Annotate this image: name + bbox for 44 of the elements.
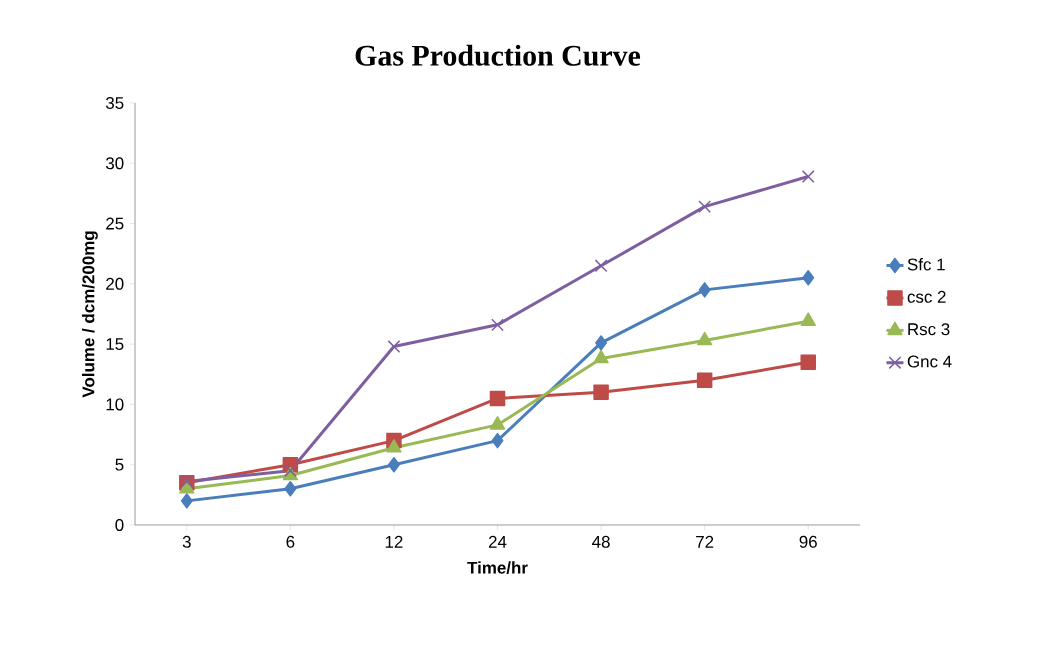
x-tick-label: 48 [592,535,610,548]
legend-label: Sfc 1 [907,258,945,271]
point [800,312,816,326]
x-axis-title: Time/hr [467,561,528,574]
y-tick-label: 35 [105,96,124,109]
point [594,259,608,273]
x-tick-label: 24 [488,535,507,548]
y-tick-label: 15 [106,338,124,351]
point [698,282,711,298]
y-tick-label: 20 [106,277,124,290]
point [593,384,609,401]
x-tick-label: 3 [182,535,191,548]
point [179,480,195,494]
point [696,331,713,346]
y-axis-title: Volume / dcm/200mg [81,231,98,398]
x-tick-label: 12 [385,535,403,548]
point [489,416,506,430]
point [595,335,608,351]
point [386,439,402,453]
point [491,432,504,449]
point [491,318,504,332]
point [802,270,815,286]
y-tick-label: 10 [106,398,124,411]
point [489,390,506,407]
legend-label: Gnc 4 [907,355,952,368]
chart-title: Gas Production Curve [355,44,641,66]
point [387,340,401,353]
y-tick-label: 25 [106,217,124,230]
y-tick-label: 5 [115,458,124,471]
point [593,349,609,364]
point [284,481,297,497]
point [800,354,816,370]
x-tick-label: 6 [286,535,295,548]
legend-label: csc 2 [907,290,946,303]
point [698,200,712,214]
y-tick-label: 30 [105,157,124,170]
x-tick-label: 72 [696,535,714,548]
point [801,170,815,183]
y-tick-label: 0 [115,518,124,531]
point [180,493,193,509]
point [387,456,400,473]
x-tick-label: 96 [799,535,817,548]
legend-label: Rsc 3 [908,323,950,336]
point [696,372,713,389]
